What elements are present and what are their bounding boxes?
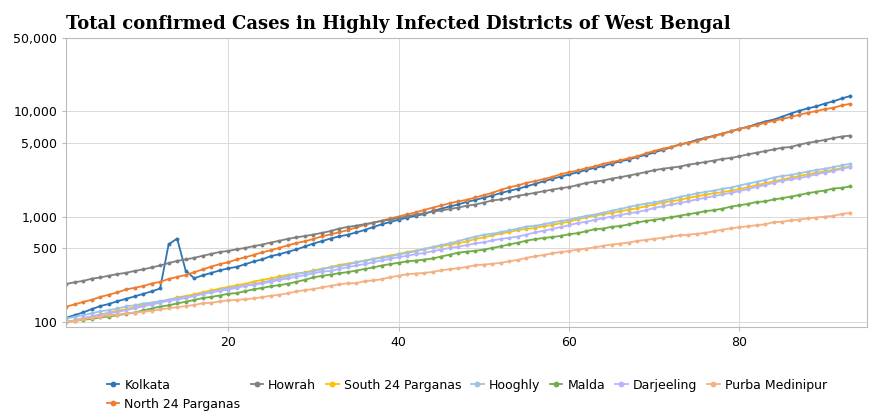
Howrah: [606, 176, 617, 181]
Line: Kolkata: Kolkata: [65, 94, 852, 320]
Malda: [453, 250, 464, 255]
Line: Malda: Malda: [65, 184, 852, 324]
Purba Medinipur: [189, 303, 199, 308]
Line: Howrah: Howrah: [65, 134, 852, 286]
North 24 Parganas: [845, 101, 856, 106]
Howrah: [164, 261, 174, 266]
South 24 Parganas: [189, 292, 199, 297]
Purba Medinipur: [61, 319, 72, 324]
Howrah: [845, 133, 856, 138]
Hooghly: [189, 293, 199, 298]
Darjeeling: [164, 298, 174, 303]
North 24 Parganas: [61, 304, 72, 309]
Malda: [223, 291, 234, 296]
Howrah: [223, 248, 234, 253]
Purba Medinipur: [845, 210, 856, 215]
Kolkata: [453, 202, 464, 207]
Malda: [606, 224, 617, 229]
Legend: Kolkata, North 24 Parganas, Howrah, South 24 Parganas, Hooghly, Malda, Darjeelin: Kolkata, North 24 Parganas, Howrah, Sout…: [102, 374, 832, 416]
Malda: [61, 319, 72, 324]
Howrah: [61, 282, 72, 287]
South 24 Parganas: [453, 241, 464, 246]
Line: Darjeeling: Darjeeling: [65, 165, 852, 324]
North 24 Parganas: [453, 199, 464, 204]
Purba Medinipur: [164, 306, 174, 311]
Kolkata: [61, 315, 72, 320]
Text: Total confirmed Cases in Highly Infected Districts of West Bengal: Total confirmed Cases in Highly Infected…: [66, 16, 731, 34]
Hooghly: [453, 238, 464, 243]
Howrah: [453, 205, 464, 210]
Kolkata: [683, 140, 694, 145]
North 24 Parganas: [223, 260, 234, 265]
Hooghly: [164, 297, 174, 302]
North 24 Parganas: [606, 160, 617, 165]
South 24 Parganas: [683, 195, 694, 200]
Kolkata: [189, 276, 199, 281]
Hooghly: [845, 161, 856, 166]
Darjeeling: [453, 244, 464, 249]
Howrah: [683, 162, 694, 167]
Malda: [683, 212, 694, 217]
Kolkata: [606, 161, 617, 166]
Purba Medinipur: [223, 298, 234, 303]
Darjeeling: [683, 199, 694, 204]
South 24 Parganas: [606, 210, 617, 215]
Kolkata: [223, 266, 234, 271]
South 24 Parganas: [164, 297, 174, 303]
Purba Medinipur: [453, 266, 464, 271]
Malda: [189, 297, 199, 303]
Howrah: [189, 255, 199, 260]
Darjeeling: [189, 293, 199, 298]
Kolkata: [164, 242, 174, 247]
Purba Medinipur: [606, 242, 617, 247]
Darjeeling: [845, 164, 856, 169]
Darjeeling: [606, 214, 617, 219]
Line: Purba Medinipur: Purba Medinipur: [65, 211, 852, 324]
Malda: [164, 303, 174, 308]
Hooghly: [606, 208, 617, 213]
South 24 Parganas: [845, 164, 856, 169]
North 24 Parganas: [683, 140, 694, 145]
Malda: [845, 184, 856, 189]
Line: North 24 Parganas: North 24 Parganas: [65, 102, 852, 308]
South 24 Parganas: [61, 319, 72, 324]
Darjeeling: [223, 287, 234, 292]
South 24 Parganas: [223, 285, 234, 290]
Hooghly: [683, 193, 694, 198]
Line: South 24 Parganas: South 24 Parganas: [65, 165, 852, 324]
Line: Hooghly: Hooghly: [65, 162, 852, 321]
Purba Medinipur: [683, 232, 694, 237]
Hooghly: [223, 286, 234, 291]
Hooghly: [61, 316, 72, 321]
Kolkata: [845, 93, 856, 98]
North 24 Parganas: [189, 270, 199, 275]
North 24 Parganas: [164, 277, 174, 282]
Darjeeling: [61, 319, 72, 324]
